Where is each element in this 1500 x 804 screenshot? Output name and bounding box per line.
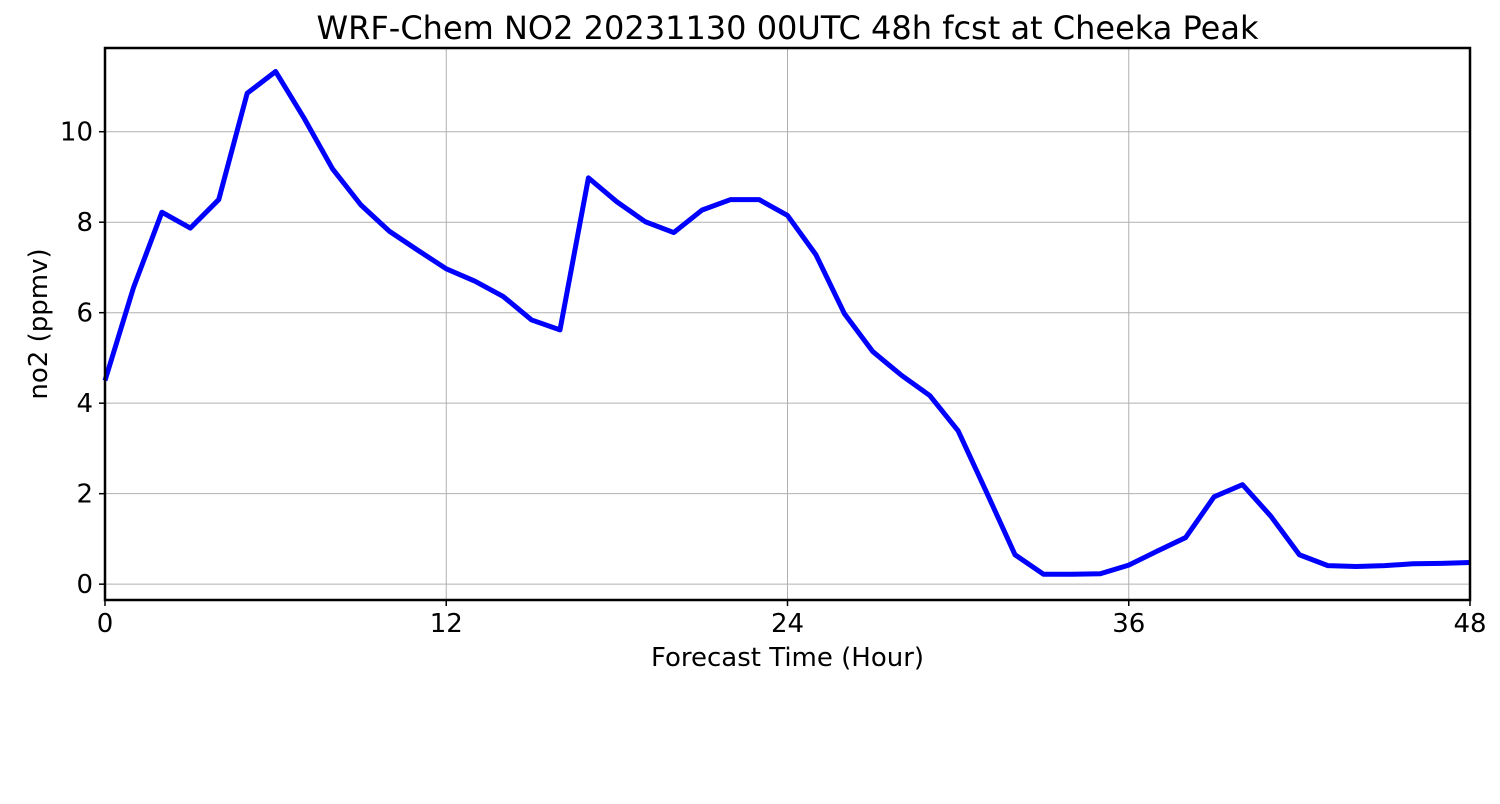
chart-title: WRF-Chem NO2 20231130 00UTC 48h fcst at … bbox=[317, 9, 1259, 47]
x-tick-label: 0 bbox=[97, 609, 114, 639]
x-tick-label: 48 bbox=[1453, 609, 1486, 639]
y-tick-label: 2 bbox=[76, 480, 93, 510]
y-tick-label: 0 bbox=[76, 570, 93, 600]
x-axis-label: Forecast Time (Hour) bbox=[651, 643, 924, 673]
x-tick-label: 36 bbox=[1112, 609, 1145, 639]
x-tick-label: 12 bbox=[430, 609, 463, 639]
y-tick-label: 4 bbox=[76, 389, 93, 419]
series-line bbox=[102, 69, 1471, 577]
y-axis-label: no2 (ppmv) bbox=[24, 248, 54, 399]
y-tick-label: 8 bbox=[76, 208, 93, 238]
y-tick-label: 6 bbox=[76, 299, 93, 329]
x-tick-label: 24 bbox=[771, 609, 804, 639]
data-series bbox=[102, 69, 1471, 577]
y-tick-label: 10 bbox=[60, 118, 93, 148]
